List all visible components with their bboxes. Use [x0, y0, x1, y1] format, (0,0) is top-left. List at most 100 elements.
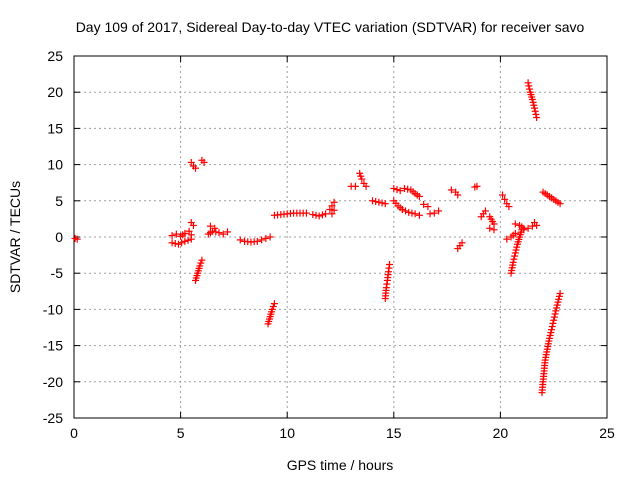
data-point	[236, 236, 244, 244]
data-point	[533, 221, 541, 229]
data-point	[556, 200, 564, 208]
data-point	[549, 319, 557, 327]
data-point	[224, 228, 232, 236]
data-point	[168, 232, 176, 240]
data-point	[189, 221, 197, 229]
data-point	[447, 186, 455, 194]
data-point	[168, 239, 176, 247]
data-point	[326, 205, 334, 213]
data-point	[430, 209, 438, 217]
data-point	[511, 229, 519, 237]
data-point	[490, 226, 498, 234]
data-point	[532, 110, 540, 118]
data-point	[548, 326, 556, 334]
data-point	[270, 300, 278, 308]
x-tick-label: 10	[279, 425, 295, 441]
data-point	[411, 210, 419, 218]
data-point	[198, 256, 206, 264]
data-point	[550, 316, 558, 324]
y-tick-label: 20	[47, 84, 63, 100]
data-points	[71, 79, 564, 397]
data-point	[499, 191, 507, 199]
data-point	[400, 184, 408, 192]
data-point	[258, 236, 266, 244]
data-point	[372, 198, 380, 206]
y-tick-label: 0	[55, 229, 63, 245]
data-point	[171, 240, 179, 248]
data-point	[375, 198, 383, 206]
data-point	[533, 114, 541, 122]
data-point	[486, 224, 494, 232]
data-point	[312, 211, 320, 219]
x-tick-label: 0	[70, 425, 78, 441]
data-point	[386, 261, 394, 269]
data-point	[526, 85, 534, 93]
data-point	[524, 79, 532, 87]
data-point	[178, 239, 186, 247]
data-point	[415, 192, 423, 200]
data-point	[503, 235, 511, 243]
data-point	[458, 239, 466, 247]
data-point	[548, 323, 556, 331]
data-point	[509, 258, 517, 266]
data-point	[368, 197, 376, 205]
data-point	[531, 104, 539, 112]
data-point	[318, 211, 326, 219]
data-point	[501, 195, 509, 203]
data-point	[454, 191, 462, 199]
data-point	[184, 236, 192, 244]
data-point	[510, 255, 518, 263]
data-point	[402, 207, 410, 215]
data-point	[309, 211, 317, 219]
data-point	[520, 226, 528, 234]
data-point	[505, 203, 513, 211]
data-point	[473, 182, 481, 190]
data-point	[322, 210, 330, 218]
data-point	[181, 237, 189, 245]
data-point	[73, 235, 81, 243]
y-tick-label: -5	[51, 265, 64, 281]
data-point	[381, 200, 389, 208]
data-point	[556, 289, 564, 297]
data-point	[528, 222, 536, 230]
data-point	[212, 228, 220, 236]
data-point	[435, 207, 443, 215]
data-point	[550, 313, 558, 321]
data-point	[330, 206, 338, 214]
data-point	[551, 310, 559, 318]
data-point	[426, 210, 434, 218]
data-point	[358, 175, 366, 183]
data-point	[511, 220, 519, 228]
data-point	[266, 233, 274, 241]
data-point	[424, 203, 432, 211]
x-tick-label: 5	[177, 425, 185, 441]
data-point	[524, 224, 532, 232]
y-tick-label: 25	[47, 48, 63, 64]
data-point	[174, 240, 182, 248]
data-point	[172, 230, 180, 238]
data-point	[181, 229, 189, 237]
data-point	[390, 184, 398, 192]
x-axis-label: GPS time / hours	[287, 457, 394, 473]
data-point	[219, 230, 227, 238]
y-tick-label: -25	[43, 410, 63, 426]
data-point	[481, 207, 489, 215]
y-tick-label: -15	[43, 338, 63, 354]
data-point	[511, 252, 519, 260]
grid	[74, 56, 607, 418]
data-point	[531, 107, 539, 115]
data-point	[415, 211, 423, 219]
data-point	[405, 208, 413, 216]
data-point	[187, 235, 195, 243]
data-point	[302, 209, 310, 217]
data-point	[378, 199, 386, 207]
data-point	[215, 229, 223, 237]
data-point	[525, 82, 533, 90]
data-point	[328, 202, 336, 210]
chart-title: Day 109 of 2017, Sidereal Day-to-day VTE…	[76, 19, 585, 35]
data-point	[187, 158, 195, 166]
data-point	[420, 200, 428, 208]
data-point	[211, 224, 219, 232]
y-tick-label: 15	[47, 120, 63, 136]
